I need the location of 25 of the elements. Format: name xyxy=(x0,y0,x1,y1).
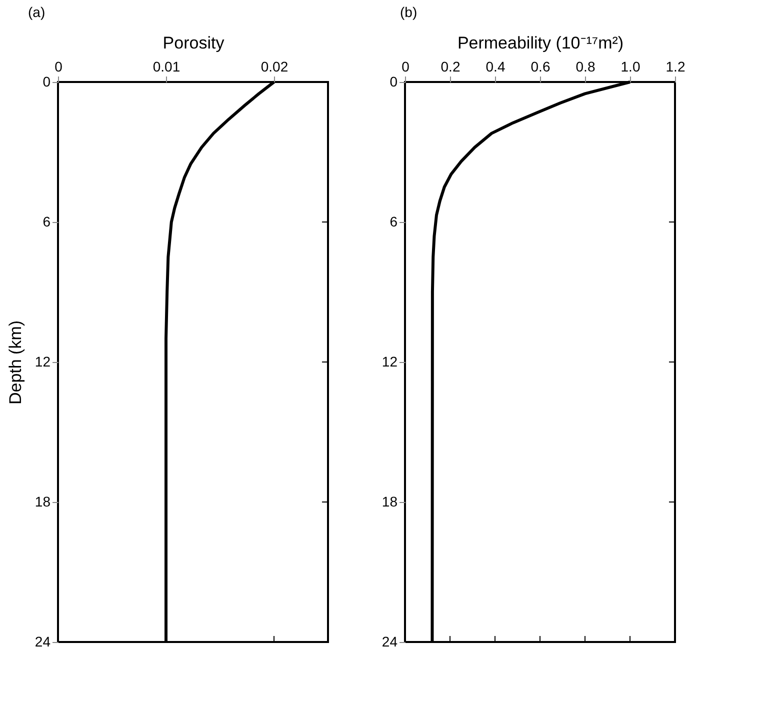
x-tick-label: 0.02 xyxy=(260,58,288,74)
y-tick-label: 0 xyxy=(390,74,398,90)
y-axis-title: Depth (km) xyxy=(6,320,25,405)
x-tick-label: 0.8 xyxy=(576,58,596,74)
text: (b) xyxy=(400,4,418,20)
x-tick-label: 1.0 xyxy=(620,58,640,74)
x-tick-label: 0.4 xyxy=(486,58,506,74)
y-tick-label: 12 xyxy=(382,354,398,370)
y-tick-label: 12 xyxy=(34,354,51,370)
x-tick-label: 0.2 xyxy=(440,58,460,74)
y-tick-label: 18 xyxy=(382,494,398,510)
x-tick-label: 0 xyxy=(402,58,410,74)
y-tick-label: 24 xyxy=(382,634,398,650)
x-tick-label: 0.6 xyxy=(530,58,550,74)
text: (a) xyxy=(28,4,46,20)
x-tick-label: 1.2 xyxy=(666,58,686,74)
y-tick-label: 6 xyxy=(390,214,398,230)
x-axis-title: Porosity xyxy=(162,34,225,52)
x-tick-label: 0.01 xyxy=(152,58,180,74)
y-tick-label: 0 xyxy=(42,74,51,90)
y-tick-label: 18 xyxy=(34,494,51,510)
x-tick-label: 0 xyxy=(54,58,63,74)
x-axis-title: Permeability (10⁻¹⁷m²) xyxy=(457,34,624,52)
y-tick-label: 24 xyxy=(34,634,51,650)
y-tick-label: 6 xyxy=(42,214,51,230)
